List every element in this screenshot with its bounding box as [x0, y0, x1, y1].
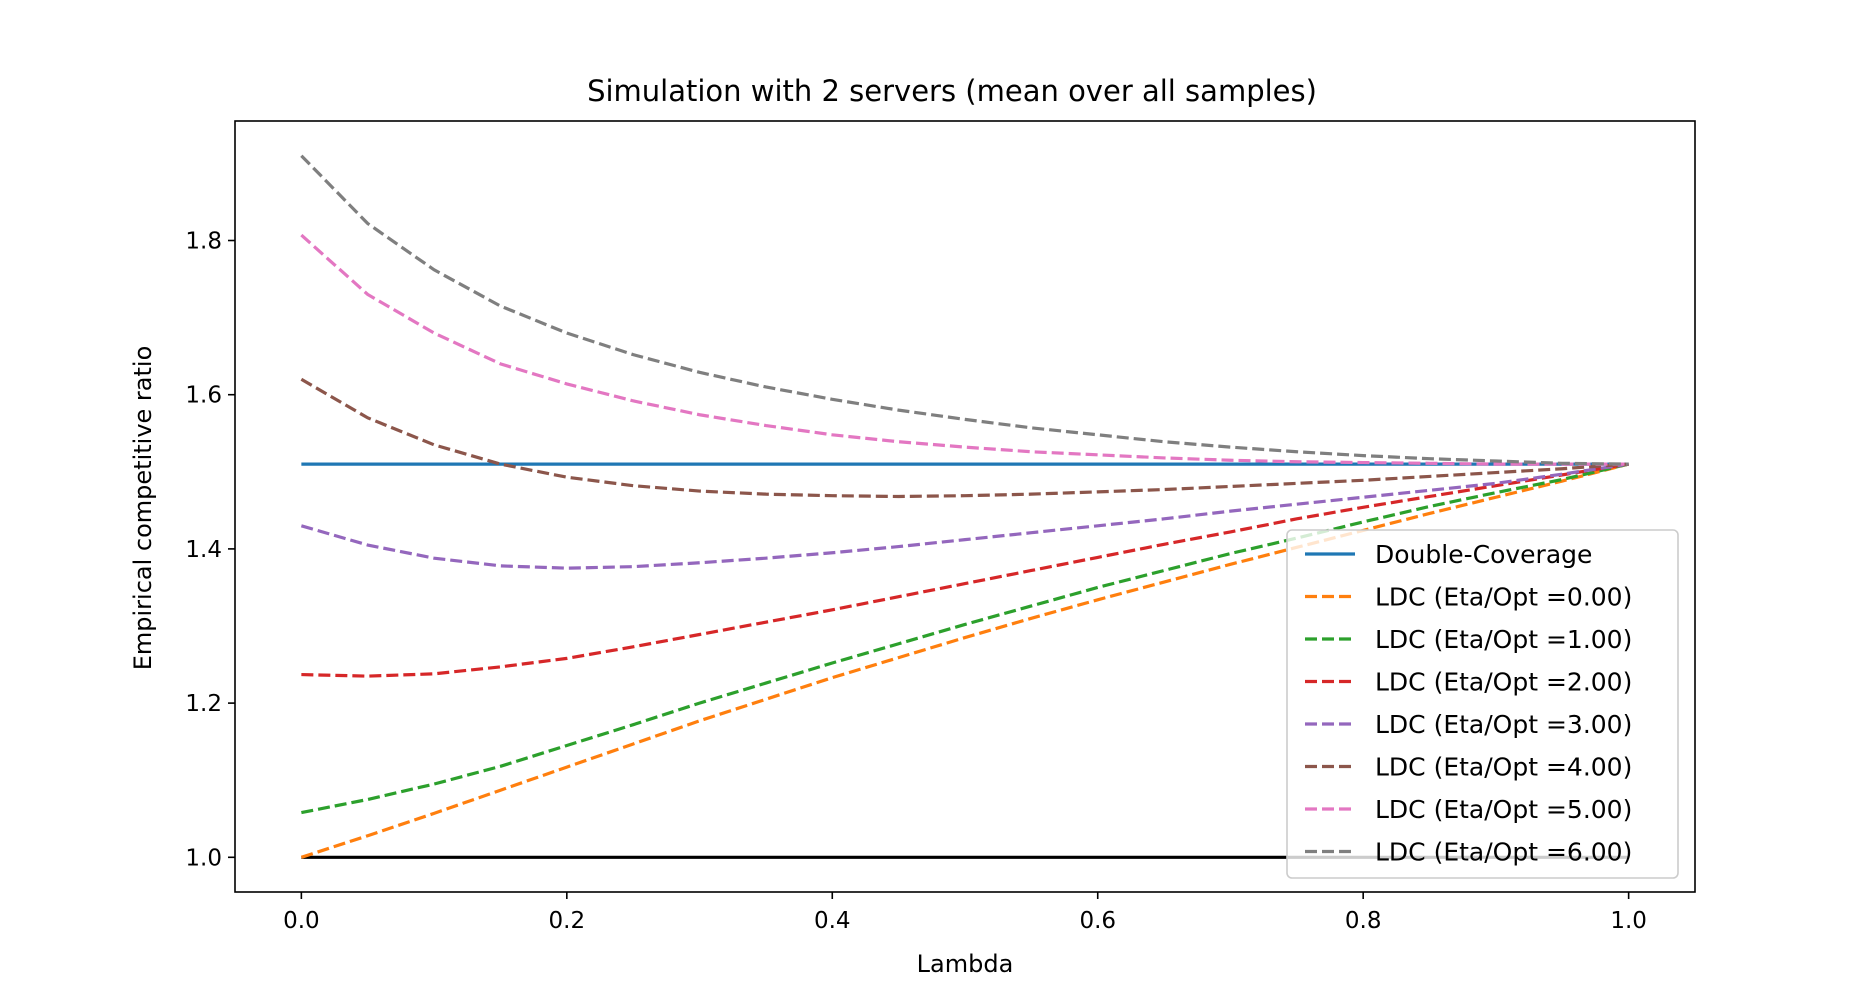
chart-title: Simulation with 2 servers (mean over all… — [587, 74, 1317, 108]
legend-label: LDC (Eta/Opt =1.00) — [1375, 625, 1632, 654]
legend-label: Double-Coverage — [1375, 540, 1592, 569]
series-line-7 — [300, 154, 1629, 466]
series-line-4 — [300, 462, 1629, 570]
x-axis-label: Lambda — [917, 950, 1014, 978]
series-line-5 — [300, 377, 1629, 499]
x-axis-ticks: 0.0 0.2 0.4 0.6 0.8 1.0 — [283, 892, 1647, 934]
x-tick-label: 0.2 — [549, 908, 586, 934]
legend-box — [1286, 529, 1679, 879]
x-tick-label: 0.8 — [1345, 908, 1382, 934]
legend-label: LDC (Eta/Opt =0.00) — [1375, 583, 1632, 612]
x-tick-label: 0.4 — [814, 908, 851, 934]
y-tick-label: 1.4 — [185, 537, 222, 563]
legend-label: LDC (Eta/Opt =4.00) — [1375, 753, 1632, 782]
y-tick-label: 1.2 — [185, 691, 222, 717]
series-line-6 — [300, 233, 1629, 466]
y-tick-label: 1.6 — [185, 383, 222, 409]
y-tick-label: 1.0 — [185, 845, 222, 871]
x-tick-label: 0.6 — [1079, 908, 1116, 934]
axes-frame — [234, 120, 1696, 893]
y-tick-label: 1.8 — [185, 229, 222, 255]
x-tick-label: 0.0 — [283, 908, 320, 934]
legend-label: LDC (Eta/Opt =3.00) — [1375, 710, 1632, 739]
y-axis-ticks: 1.0 1.2 1.4 1.6 1.8 — [185, 229, 235, 871]
x-tick-label: 1.0 — [1610, 908, 1647, 934]
legend: Double-Coverage LDC (Eta/Opt =0.00) LDC (E… — [1286, 529, 1679, 879]
legend-label: LDC (Eta/Opt =2.00) — [1375, 668, 1632, 697]
plot-area — [300, 154, 1630, 859]
y-axis-label: Empirical competitive ratio — [129, 346, 157, 671]
legend-label: LDC (Eta/Opt =5.00) — [1375, 795, 1632, 824]
series-line-3 — [301, 462, 1629, 678]
series-line-1 — [300, 462, 1630, 859]
series-line-2 — [301, 462, 1630, 815]
legend-label: LDC (Eta/Opt =6.00) — [1375, 838, 1632, 867]
